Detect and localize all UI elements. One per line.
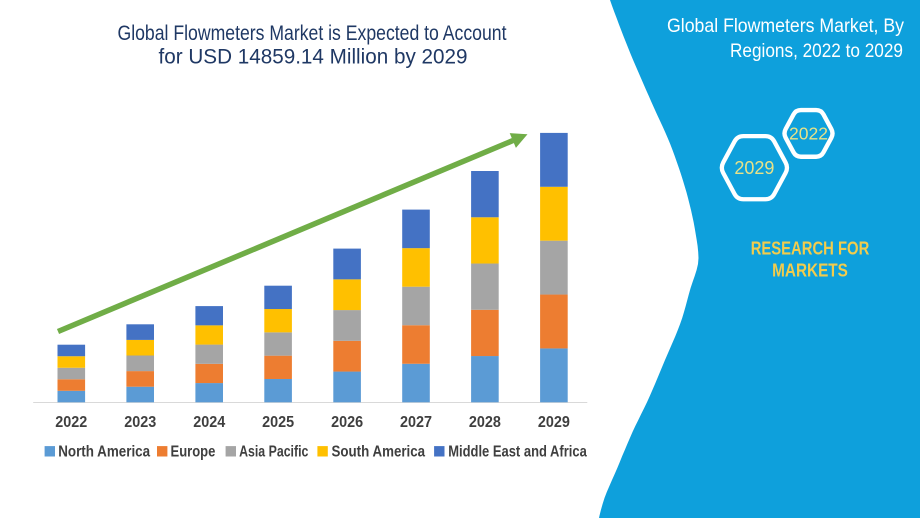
svg-text:North America: North America xyxy=(58,443,150,460)
svg-text:2025: 2025 xyxy=(262,414,294,431)
svg-text:2022: 2022 xyxy=(789,124,828,144)
svg-text:Global Flowmeters Market is Ex: Global Flowmeters Market is Expected to … xyxy=(118,22,507,45)
svg-text:Regions, 2022 to 2029: Regions, 2022 to 2029 xyxy=(730,40,903,62)
svg-text:Europe: Europe xyxy=(171,443,216,460)
svg-text:2023: 2023 xyxy=(124,414,156,431)
svg-text:Asia Pacific: Asia Pacific xyxy=(239,443,308,460)
svg-text:2028: 2028 xyxy=(469,414,501,431)
svg-text:RESEARCH FOR: RESEARCH FOR xyxy=(751,239,870,259)
svg-text:Global Flowmeters Market, By: Global Flowmeters Market, By xyxy=(667,15,904,37)
svg-text:2029: 2029 xyxy=(734,158,774,178)
svg-text:2026: 2026 xyxy=(331,414,363,431)
svg-text:for USD 14859.14 Million by 20: for USD 14859.14 Million by 2029 xyxy=(159,46,468,69)
svg-text:Middle East and Africa: Middle East and Africa xyxy=(448,443,587,460)
svg-text:2022: 2022 xyxy=(55,414,87,431)
svg-text:2027: 2027 xyxy=(400,414,432,431)
svg-text:2024: 2024 xyxy=(193,414,225,431)
svg-text:South America: South America xyxy=(332,443,426,460)
svg-text:2029: 2029 xyxy=(538,414,570,431)
svg-text:MARKETS: MARKETS xyxy=(772,260,848,280)
